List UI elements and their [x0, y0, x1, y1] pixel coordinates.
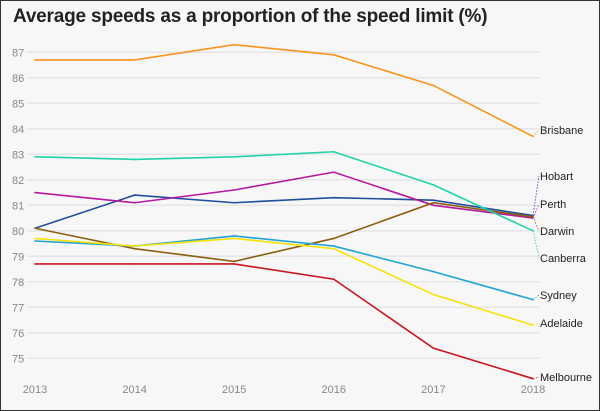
data-point — [34, 59, 36, 61]
data-point — [333, 247, 335, 250]
series-label: Hobart — [540, 171, 573, 183]
data-point — [432, 199, 435, 201]
y-tick-label: 87 — [12, 47, 24, 59]
x-tick-label: 2013 — [23, 384, 47, 396]
y-tick-label: 80 — [12, 226, 24, 238]
series-label: Brisbane — [540, 125, 583, 137]
series-label: Perth — [540, 199, 566, 211]
data-point — [233, 43, 235, 46]
y-tick-label: 81 — [12, 200, 24, 212]
data-point — [333, 245, 335, 247]
label-connector — [532, 376, 540, 380]
y-tick-label: 75 — [12, 353, 24, 365]
label-connector — [532, 203, 540, 219]
data-point — [233, 263, 235, 265]
data-point — [333, 196, 335, 199]
x-tick-label: 2014 — [122, 384, 146, 396]
data-point — [432, 204, 435, 207]
data-point — [34, 240, 36, 242]
series-label: Melbourne — [540, 372, 592, 384]
series-line-adelaide — [34, 237, 534, 326]
x-tick-label: 2018 — [521, 384, 545, 396]
x-tick-label: 2017 — [421, 384, 445, 396]
data-point — [432, 347, 435, 349]
y-tick-label: 84 — [12, 124, 24, 136]
label-connector — [532, 175, 540, 216]
series-line-darwin — [34, 201, 534, 263]
y-tick-label: 78 — [12, 277, 24, 289]
series-line-brisbane — [35, 43, 534, 138]
data-point — [233, 156, 235, 158]
x-tick-label: 2015 — [222, 384, 246, 396]
data-point — [133, 247, 136, 250]
data-point — [133, 158, 136, 161]
data-point — [133, 245, 136, 247]
series-line-canberra — [34, 150, 534, 232]
data-point — [233, 260, 235, 263]
data-point — [333, 150, 335, 153]
y-tick-label: 83 — [12, 149, 24, 161]
data-point — [432, 184, 435, 186]
data-point — [34, 263, 36, 265]
data-point — [34, 156, 36, 158]
y-tick-label: 79 — [12, 251, 24, 263]
data-point — [34, 227, 36, 230]
data-point — [432, 293, 435, 296]
data-point — [133, 201, 136, 204]
data-point — [233, 235, 235, 237]
data-point — [432, 270, 435, 273]
data-point — [333, 278, 335, 281]
data-point — [133, 194, 136, 196]
data-point — [333, 237, 335, 240]
data-point — [233, 237, 235, 240]
data-point — [432, 84, 435, 87]
label-connector — [532, 129, 540, 137]
data-point — [432, 201, 435, 204]
series-label: Darwin — [540, 226, 574, 238]
series-label: Adelaide — [540, 318, 583, 330]
data-point — [133, 263, 136, 265]
x-tick-label: 2016 — [322, 384, 346, 396]
y-tick-label: 82 — [12, 175, 24, 187]
series-line-sydney — [34, 235, 534, 301]
data-point — [333, 54, 335, 56]
series-label: Sydney — [540, 290, 577, 302]
series-label: Canberra — [540, 253, 587, 265]
series-line-perth — [34, 171, 534, 219]
y-tick-label: 77 — [12, 302, 24, 314]
chart-title: Average speeds as a proportion of the sp… — [13, 6, 488, 27]
y-tick-label: 86 — [12, 73, 24, 85]
y-tick-label: 76 — [12, 328, 24, 340]
y-tick-label: 85 — [12, 98, 24, 110]
data-point — [34, 237, 36, 240]
data-point — [233, 201, 235, 204]
data-point — [233, 189, 235, 191]
label-connector — [532, 322, 540, 326]
data-point — [34, 191, 36, 194]
series-line-melbourne — [35, 263, 534, 380]
data-point — [333, 171, 335, 173]
label-connector — [532, 294, 540, 300]
label-connector — [532, 230, 540, 259]
data-point — [133, 59, 136, 61]
label-connector — [532, 216, 540, 232]
